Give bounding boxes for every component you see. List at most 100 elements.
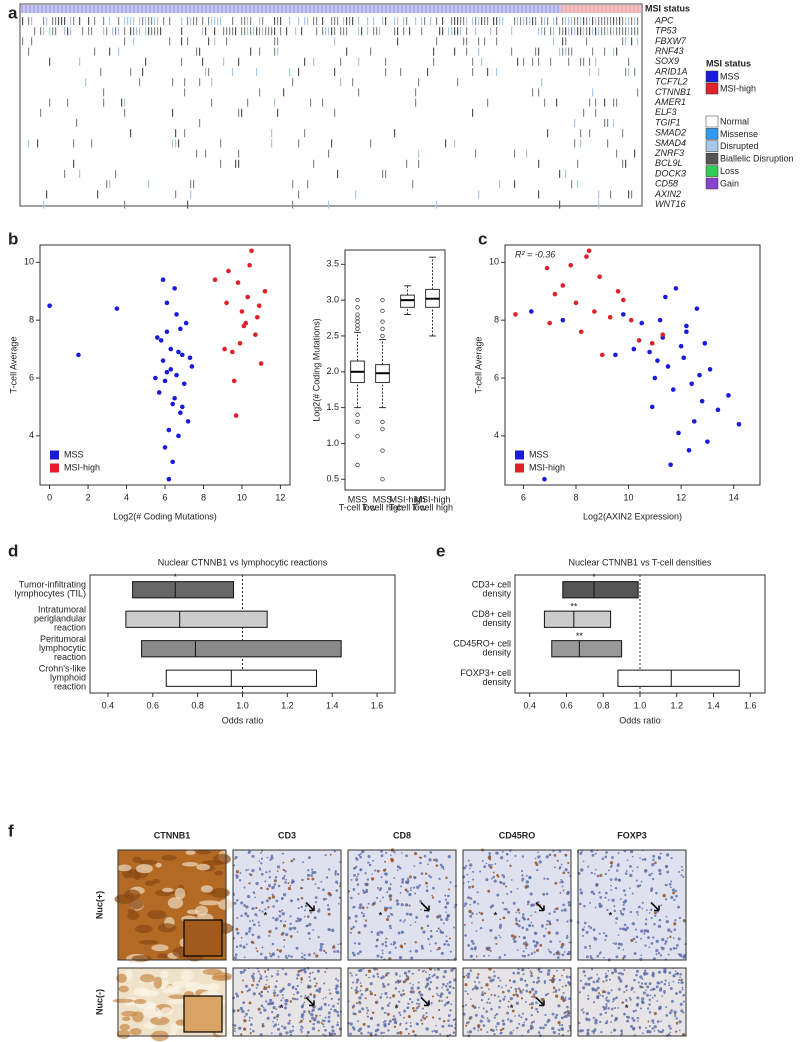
cell <box>303 1001 306 1004</box>
mutation-tick <box>397 37 399 46</box>
cell <box>622 907 626 911</box>
cell <box>682 1000 685 1003</box>
cell <box>619 898 622 900</box>
mutation-tick <box>124 17 126 25</box>
interval-box <box>617 669 740 687</box>
cell <box>536 976 540 980</box>
tissue <box>182 861 199 867</box>
cell <box>557 1004 561 1008</box>
cell <box>306 915 310 918</box>
cell <box>489 950 492 952</box>
cell <box>440 992 444 996</box>
micrograph-frame <box>117 849 227 961</box>
cell <box>430 1002 433 1005</box>
cell <box>586 1032 590 1036</box>
category-label: density <box>482 618 511 628</box>
category-label: Intratumoral <box>38 605 86 615</box>
mutation-tick <box>562 17 564 25</box>
mutation-tick <box>181 17 183 25</box>
y-axis-label: T-cell Average <box>473 337 483 394</box>
cell <box>561 942 565 947</box>
mutation-tick <box>538 27 540 36</box>
mutation-tick <box>175 139 177 148</box>
outlier <box>355 297 360 303</box>
micrograph: * <box>232 849 343 961</box>
cell <box>655 939 659 943</box>
cell <box>284 1002 288 1006</box>
cell <box>412 984 414 986</box>
point <box>578 329 584 335</box>
mutation-tick <box>190 180 192 189</box>
cell <box>643 857 647 861</box>
mutation-tick <box>241 27 243 36</box>
cell <box>677 937 681 941</box>
point <box>183 320 189 326</box>
mutation-tick <box>94 17 96 25</box>
cell <box>284 920 287 923</box>
category-label: density <box>482 648 511 658</box>
cell <box>595 882 599 887</box>
cell <box>266 856 269 859</box>
point <box>47 303 52 309</box>
cell <box>263 1008 267 1012</box>
cell <box>651 877 655 881</box>
micrograph-frame <box>117 967 227 1037</box>
cell <box>232 996 235 1000</box>
cell <box>264 908 267 911</box>
cell <box>336 873 340 876</box>
cell <box>483 992 487 995</box>
point <box>170 401 175 407</box>
cell <box>382 984 386 988</box>
cell <box>337 902 340 905</box>
legend-label: MSS <box>529 449 549 459</box>
mutation-tick <box>199 119 201 127</box>
cell <box>246 894 251 899</box>
point <box>597 274 602 280</box>
cell <box>519 977 524 982</box>
cell <box>311 877 315 881</box>
cell <box>495 942 498 945</box>
mutation-tick <box>394 129 396 138</box>
mutation-tick <box>496 27 498 36</box>
tissue <box>139 989 160 997</box>
cell <box>670 895 674 899</box>
cell <box>587 1018 591 1022</box>
mutation-tick <box>265 27 267 36</box>
cell <box>510 986 513 989</box>
cell <box>408 875 412 879</box>
mutation-tick <box>157 17 159 25</box>
cell <box>357 969 361 972</box>
cell <box>640 929 644 933</box>
cell <box>377 886 379 889</box>
mutation-tick <box>328 27 330 36</box>
cell <box>289 935 293 938</box>
cell <box>446 996 449 999</box>
x-tick-label: 6 <box>521 492 526 502</box>
cell <box>414 949 419 953</box>
mutation-tick <box>352 17 354 25</box>
point <box>162 378 168 384</box>
cell <box>673 928 677 932</box>
cell <box>538 855 541 858</box>
mutation-tick <box>43 200 45 209</box>
mutation-tick <box>457 27 459 36</box>
cell <box>518 912 521 914</box>
cell <box>379 996 383 999</box>
mutation-tick <box>91 139 93 148</box>
cell <box>296 898 300 901</box>
tissue <box>180 970 194 982</box>
cell <box>528 875 532 880</box>
y-tick-label: 4 <box>29 430 34 440</box>
cell <box>420 908 422 911</box>
cell <box>556 969 558 972</box>
mutation-tick <box>124 27 126 36</box>
tissue <box>133 999 147 1005</box>
marker: * <box>280 1003 284 1013</box>
cell <box>665 919 669 924</box>
cell <box>512 1029 515 1032</box>
y-axis-label: T-cell Average <box>8 337 18 394</box>
cell <box>594 988 598 992</box>
mutation-tick <box>277 47 279 56</box>
cell <box>399 891 402 894</box>
cell <box>313 952 316 955</box>
